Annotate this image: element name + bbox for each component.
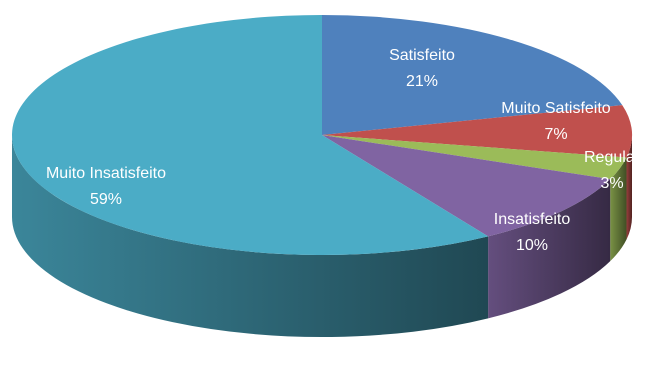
slice-value-muito-satisfeito: 7% [544, 126, 567, 143]
slice-label-muito-satisfeito: Muito Satisfeito [501, 100, 610, 117]
pie-sides [11, 135, 632, 337]
pie-side-insatisfeito [488, 179, 611, 319]
slice-label-muito-insatisfeito: Muito Insatisfeito [46, 165, 166, 182]
slice-label-regular: Regular [584, 149, 641, 166]
slice-label-satisfeito: Satisfeito [389, 47, 455, 64]
pie-tops [12, 15, 633, 255]
pie-side-muito-insatisfeito [11, 135, 489, 337]
slice-label-insatisfeito: Insatisfeito [494, 211, 571, 228]
pie-slice-satisfeito [322, 15, 623, 135]
pie-side-muito-satisfeito [626, 135, 632, 240]
slice-value-muito-insatisfeito: 59% [90, 191, 122, 208]
pie-labels: Satisfeito 21% Muito Satisfeito 7% Regular 3%… [46, 47, 641, 254]
pie-side-regular [610, 157, 627, 262]
pie-slice-muito-satisfeito [322, 105, 633, 158]
pie-slice-regular [322, 135, 627, 180]
slice-value-satisfeito: 21% [406, 73, 438, 90]
pie-slice-insatisfeito [322, 135, 611, 237]
slice-value-regular: 3% [600, 175, 623, 192]
pie-slice-muito-insatisfeito [12, 15, 489, 255]
slice-value-insatisfeito: 10% [516, 237, 548, 254]
